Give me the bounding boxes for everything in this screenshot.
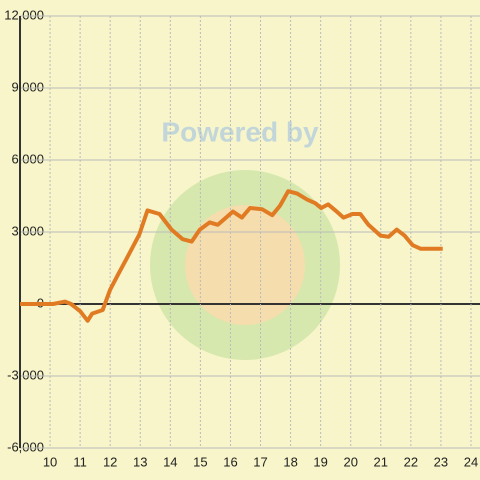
y-tick-label: 9,000 [11, 79, 44, 94]
x-tick-label: 20 [343, 454, 357, 469]
watermark-art [150, 170, 340, 360]
x-tick-label: 14 [163, 454, 177, 469]
x-tick-label: 13 [133, 454, 147, 469]
x-tick-label: 24 [464, 454, 478, 469]
data-line [20, 189, 443, 323]
y-tick-label: -3,000 [7, 367, 44, 382]
x-tick-label: 12 [103, 454, 117, 469]
x-tick-label: 22 [404, 454, 418, 469]
y-tick-label: 12,000 [4, 7, 44, 22]
x-tick-label: 16 [223, 454, 237, 469]
y-tick-label: -6,000 [7, 439, 44, 454]
x-tick-label: 10 [43, 454, 57, 469]
y-tick-label: 6,000 [11, 151, 44, 166]
x-tick-label: 17 [253, 454, 267, 469]
x-tick-label: 19 [313, 454, 327, 469]
x-tick-label: 23 [434, 454, 448, 469]
watermark: Powered by [161, 116, 319, 147]
y-tick-label: 3,000 [11, 223, 44, 238]
x-tick-label: 15 [193, 454, 207, 469]
x-tick-label: 18 [283, 454, 297, 469]
x-tick-label: 11 [73, 454, 87, 469]
x-tick-label: 21 [374, 454, 388, 469]
